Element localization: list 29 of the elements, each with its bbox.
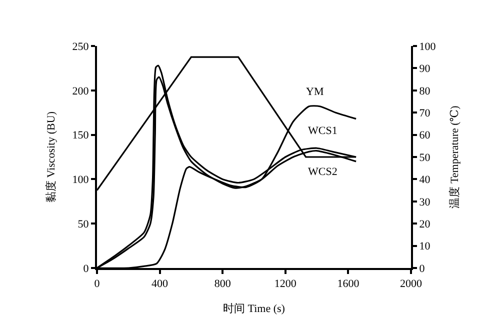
y-tick-label: 250 [72, 40, 90, 53]
y-tick-label: 150 [72, 130, 90, 142]
y2-axis-title: 温度 Temperature (℃) [448, 105, 461, 208]
x-tick-label: 1600 [337, 278, 360, 290]
y2-tick-label: 20 [419, 218, 431, 230]
y-tick-label: 0 [83, 262, 90, 275]
y2-tick-label: 50 [419, 152, 431, 164]
y2-tick-label: 80 [419, 85, 431, 98]
x-tick-label: 0 [94, 278, 100, 290]
y2-tick-label: 60 [419, 130, 431, 142]
y2-tick-label: 90 [419, 63, 431, 76]
y2-tick-label: 70 [419, 107, 431, 120]
y2-tick-label: 0 [419, 262, 426, 275]
series-label: WCS1 [308, 125, 338, 137]
x-tick-label: 800 [214, 278, 232, 290]
y-tick-label: 200 [72, 85, 90, 98]
y2-tick-label: 40 [419, 174, 431, 186]
y-tick-label: 100 [72, 174, 90, 186]
x-tick-label: 400 [152, 278, 169, 290]
y-tick-label: 50 [78, 218, 90, 230]
y2-tick-label: 30 [419, 196, 431, 208]
y2-tick-label: 10 [419, 240, 431, 253]
y2-tick-label: 100 [419, 40, 436, 53]
y-axis-title: 黏度 Viscosity (BU) [44, 111, 58, 203]
x-tick-label: 2000 [400, 278, 422, 290]
series-label: YM [306, 86, 324, 98]
series-label: WCS2 [308, 166, 338, 178]
x-tick-label: 1200 [274, 278, 297, 290]
x-axis-title: 时间 Time (s) [223, 302, 286, 315]
